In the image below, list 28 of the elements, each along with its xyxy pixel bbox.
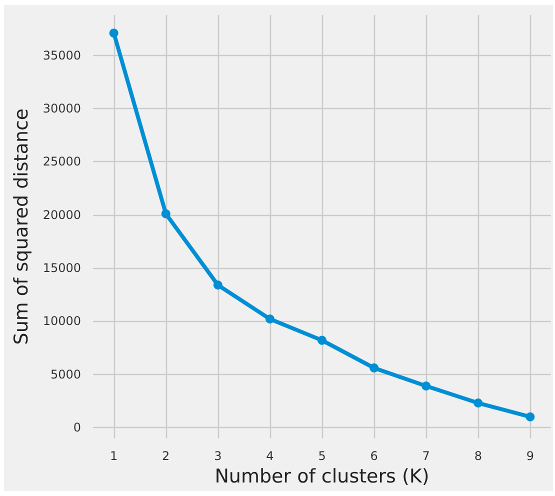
y-tick-label: 5000 bbox=[50, 367, 81, 382]
point bbox=[474, 398, 483, 408]
x-axis-title: Number of clusters (K) bbox=[214, 466, 430, 488]
y-axis-title: Sum of squared distance bbox=[10, 108, 32, 345]
y-tick-label: 15000 bbox=[42, 261, 81, 276]
x-tick-label: 7 bbox=[422, 449, 430, 464]
point bbox=[370, 363, 379, 372]
y-tick-label: 30000 bbox=[42, 102, 81, 116]
x-tick-label: 3 bbox=[214, 449, 222, 464]
y-tick-label: 0 bbox=[73, 420, 81, 434]
point bbox=[318, 336, 326, 345]
point bbox=[213, 280, 222, 290]
x-tick-label: 5 bbox=[318, 449, 326, 464]
y-tick-label: 20000 bbox=[42, 208, 81, 222]
y-tick-label: 35000 bbox=[42, 48, 81, 62]
point bbox=[422, 382, 431, 391]
x-tick-label: 4 bbox=[266, 449, 274, 464]
x-tick-label: 8 bbox=[474, 449, 482, 464]
x-tick-label: 6 bbox=[370, 449, 378, 464]
x-tick-label: 2 bbox=[162, 449, 170, 464]
x-tick-label: 9 bbox=[526, 449, 534, 464]
y-tick-label: 10000 bbox=[42, 314, 81, 328]
x-tick-label: 1 bbox=[110, 449, 118, 464]
point bbox=[526, 412, 535, 422]
point bbox=[109, 28, 118, 38]
y-tick-label: 25000 bbox=[42, 154, 81, 169]
point bbox=[265, 314, 274, 324]
point bbox=[161, 209, 170, 218]
